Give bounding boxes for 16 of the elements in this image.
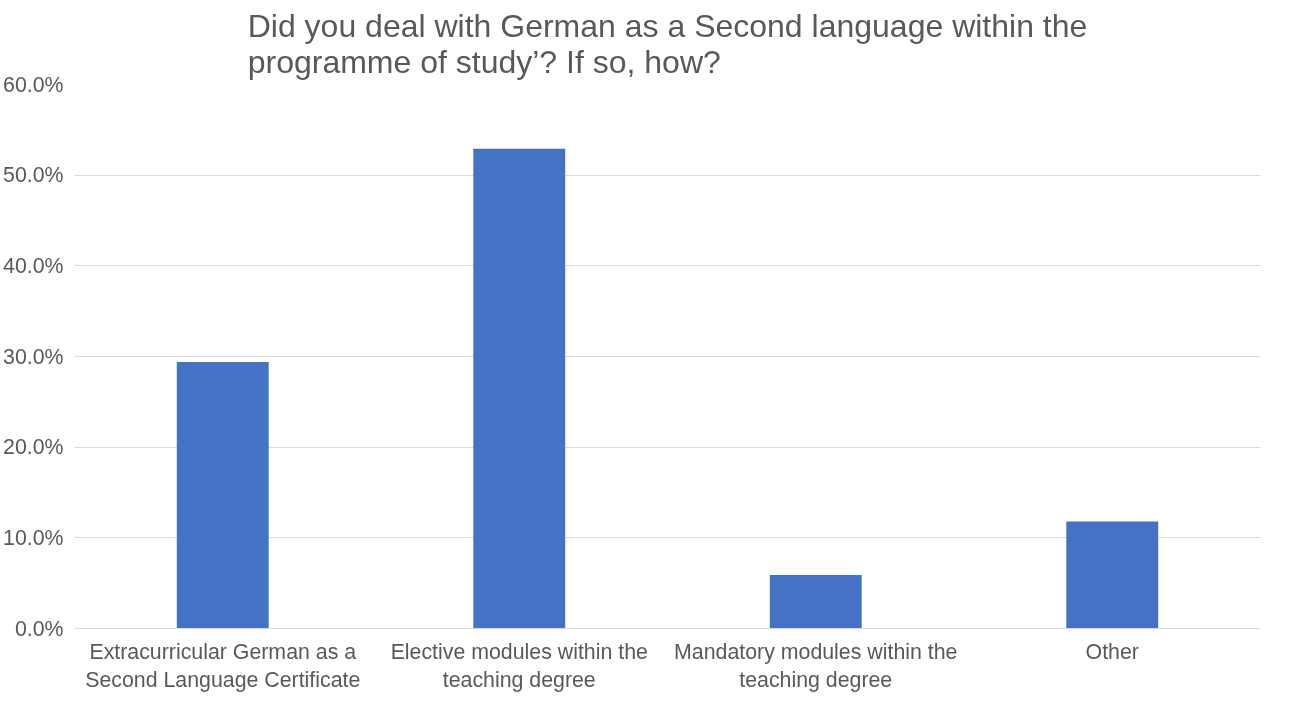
chart-title: Did you deal with German as a Second language within the programme of study’? If so, how? [247, 7, 1088, 80]
bar [473, 148, 566, 629]
x-tick-label: Extracurricular German as a Second Language Certificate [85, 639, 361, 693]
bar [176, 361, 269, 629]
bar [1066, 521, 1159, 629]
y-tick-label: 60.0% [3, 72, 64, 97]
bar [769, 575, 862, 629]
y-tick-label: 50.0% [3, 163, 64, 188]
y-tick-label: 10.0% [3, 525, 64, 550]
y-tick-label: 0.0% [14, 616, 64, 641]
y-tick-label: 30.0% [3, 344, 64, 369]
x-tick-label: Elective modules within the teaching degree [390, 639, 648, 693]
y-tick-label: 40.0% [3, 253, 64, 278]
x-tick-label: Other [1085, 639, 1139, 664]
y-tick-label: 20.0% [3, 435, 64, 460]
x-tick-label: Mandatory modules within the teaching degree [674, 639, 958, 693]
